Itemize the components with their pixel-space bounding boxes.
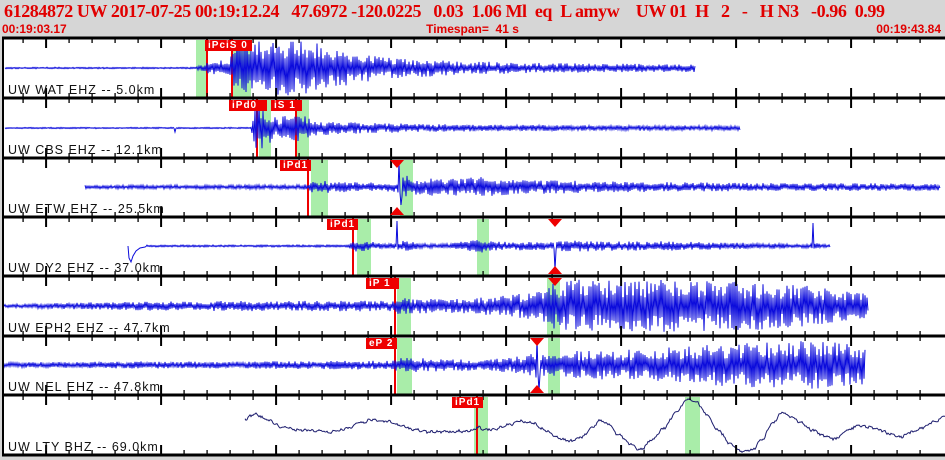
seismogram-trace [4,105,741,149]
pick-marker-triangle[interactable] [390,207,404,215]
timespan-label: Timespan= 41 s [426,22,519,36]
station-channel-label: UW DY2 EHZ -- 37.0km [8,261,162,275]
pick-marker-triangle[interactable] [390,160,404,168]
pick-window-band [297,100,309,157]
station-channel-label: UW NEL EHZ -- 47.8km [8,380,161,394]
pick-flag-label[interactable]: iPd1 [452,397,484,408]
seismogram-trace [127,220,831,271]
station-channel-label: UW LTY BHZ -- 69.0km [8,440,159,454]
pick-marker-triangle[interactable] [548,278,562,286]
seismogram-trace [84,160,941,206]
pick-flag-label[interactable]: iPd0 [229,100,267,111]
pick-window-band [685,397,700,454]
pick-marker-triangle[interactable] [548,266,562,274]
window-start-time: 00:19:03.17 [2,22,67,36]
event-summary-line: 61284872 UW 2017-07-25 00:19:12.24 47.69… [4,1,885,21]
pick-marker-triangle[interactable] [530,385,544,393]
pick-flag-label[interactable]: eP 2 [366,338,397,349]
seismogram-trace [4,41,696,96]
station-channel-label: UW EPH2 EHZ -- 47.7km [8,321,171,335]
pick-flag-label[interactable]: iP 1 [366,278,399,289]
station-channel-label: UW ETW EHZ -- 25.5km [8,202,165,216]
seismogram-trace [2,338,866,392]
station-channel-label: UW WAT EHZ -- 5.0km [8,83,156,97]
event-header: 61284872 UW 2017-07-25 00:19:12.24 47.69… [0,0,945,38]
pick-flag-label[interactable]: iPciS 0 [205,40,252,51]
pick-flag-label[interactable]: iS 1 [271,100,302,111]
seismogram-trace [244,397,945,453]
pick-flag-label[interactable]: iPd1 [280,160,312,171]
pick-marker-triangle[interactable] [530,338,544,346]
pick-flag-label[interactable]: iPd1 [327,219,359,230]
pick-marker-triangle[interactable] [548,219,562,227]
seismogram-trace [3,279,869,332]
window-end-time: 00:19:43.84 [876,22,941,36]
station-channel-label: UW CBS EHZ -- 12.1km [8,143,163,157]
